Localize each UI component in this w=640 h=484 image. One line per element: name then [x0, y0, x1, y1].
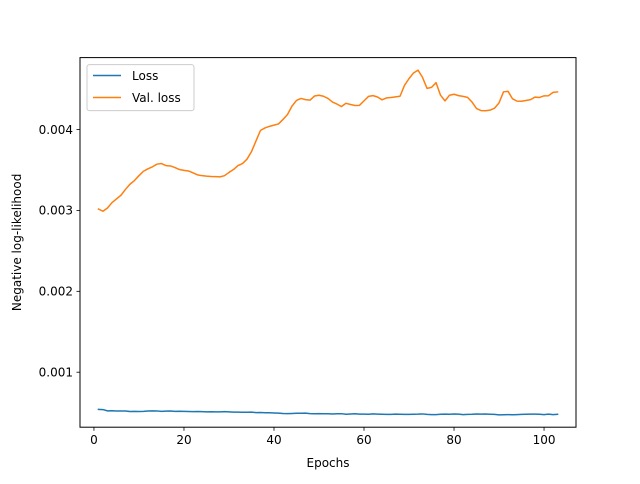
x-axis-label: Epochs: [307, 456, 350, 470]
y-tick-label: 0.001: [39, 365, 73, 379]
y-tick-label: 0.004: [39, 123, 73, 137]
y-axis-label: Negative log-likelihood: [10, 174, 24, 311]
legend-label-val-loss: Val. loss: [132, 91, 181, 105]
legend-label-loss: Loss: [132, 69, 158, 83]
x-tick-label: 0: [90, 433, 98, 447]
series-layer: [97, 69, 559, 416]
x-tick-label: 20: [176, 433, 191, 447]
legend: Loss Val. loss: [86, 64, 195, 112]
x-tick-label: 100: [533, 433, 556, 447]
y-axis-ticks: 0.001 0.002 0.003 0.004: [39, 123, 80, 379]
y-tick-label: 0.003: [39, 204, 73, 218]
x-tick-label: 60: [356, 433, 371, 447]
series-line-loss: [97, 408, 559, 416]
x-axis-ticks: 0 20 40 60 80 100: [90, 427, 555, 447]
x-tick-label: 40: [266, 433, 281, 447]
plot-frame: [79, 57, 577, 428]
series-line-val-loss: [97, 69, 559, 213]
y-tick-label: 0.002: [39, 285, 73, 299]
x-tick-label: 80: [446, 433, 461, 447]
